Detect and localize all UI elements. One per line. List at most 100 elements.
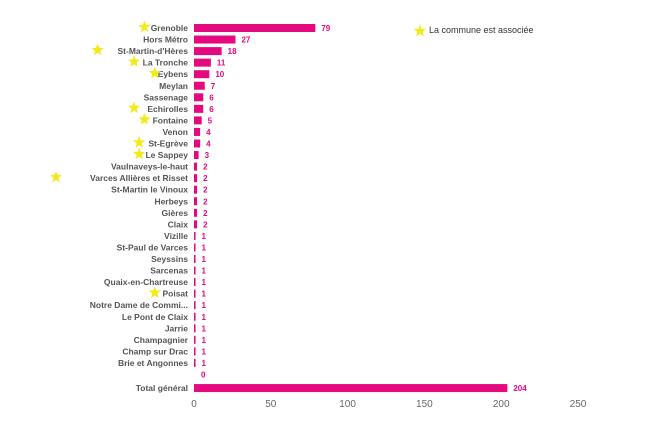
category-label: Seyssins bbox=[151, 254, 188, 264]
category-label: Jarrie bbox=[165, 323, 188, 333]
bar-row: Jarrie 1 bbox=[165, 323, 207, 333]
star-icon bbox=[148, 286, 161, 298]
bar-row: Grenoble 79 bbox=[138, 20, 331, 33]
value-label: 1 bbox=[202, 359, 207, 368]
category-label: St-Paul de Varces bbox=[117, 242, 189, 252]
category-label: Champ sur Drac bbox=[122, 346, 188, 356]
category-label: Vizille bbox=[164, 231, 188, 241]
bar-row: Venon 4 bbox=[162, 127, 211, 137]
star-icon bbox=[138, 112, 151, 125]
value-label: 1 bbox=[202, 336, 207, 345]
bar bbox=[194, 151, 199, 160]
bar bbox=[194, 139, 201, 148]
bar-row: La Tronche 11 bbox=[127, 55, 226, 68]
category-label: Eybens bbox=[158, 69, 189, 79]
bar bbox=[194, 81, 205, 90]
category-label: Le Pont de Claix bbox=[122, 312, 188, 322]
bar-row: Champ sur Drac 1 bbox=[122, 346, 206, 356]
bar-row: Meylan 7 bbox=[159, 81, 216, 91]
legend-label: La commune est associée bbox=[429, 25, 534, 35]
bar bbox=[194, 208, 198, 217]
category-label: St-Egrève bbox=[148, 139, 188, 149]
value-label: 0 bbox=[201, 371, 206, 380]
value-label: 7 bbox=[211, 82, 216, 91]
bar bbox=[194, 278, 196, 287]
bar-row: 0 bbox=[201, 371, 206, 380]
bar bbox=[194, 24, 316, 32]
value-label: 1 bbox=[202, 267, 207, 276]
value-label: 1 bbox=[202, 290, 207, 299]
bar bbox=[194, 174, 198, 183]
value-label: 1 bbox=[202, 278, 207, 287]
bar bbox=[194, 197, 198, 206]
category-label: Quaix-en-Chartreuse bbox=[104, 277, 188, 287]
category-label: Venon bbox=[162, 127, 188, 137]
x-tick-label: 200 bbox=[493, 399, 510, 410]
x-tick-label: 0 bbox=[191, 399, 197, 410]
value-label: 1 bbox=[202, 347, 207, 356]
value-label: 5 bbox=[208, 116, 213, 125]
value-label: 4 bbox=[206, 128, 211, 137]
bar bbox=[194, 185, 198, 194]
value-label: 4 bbox=[206, 140, 211, 149]
bar-row: St-Egrève 4 bbox=[133, 136, 211, 149]
value-label: 6 bbox=[209, 93, 214, 102]
value-label: 10 bbox=[215, 70, 224, 79]
star-icon bbox=[133, 147, 146, 160]
value-label: 3 bbox=[205, 151, 210, 160]
bar bbox=[194, 47, 222, 56]
bar bbox=[194, 58, 211, 67]
category-label: St-Martin le Vinoux bbox=[111, 185, 188, 195]
value-label: 204 bbox=[513, 384, 527, 393]
legend: La commune est associée bbox=[413, 24, 534, 37]
category-label: Notre Dame de Commi... bbox=[90, 300, 188, 310]
x-tick-label: 50 bbox=[265, 399, 277, 410]
star-icon bbox=[127, 101, 141, 114]
x-tick-label: 250 bbox=[570, 399, 587, 410]
category-label: Champagnier bbox=[134, 335, 189, 345]
bar bbox=[194, 243, 196, 252]
bar bbox=[194, 347, 196, 356]
bar-row: Varces Allières et Risset 2 bbox=[49, 170, 208, 183]
bar-row: Fontaine 5 bbox=[138, 112, 213, 125]
category-label: Grenoble bbox=[151, 23, 189, 33]
bar-row: Total général 204 bbox=[136, 383, 528, 393]
bar bbox=[194, 358, 196, 367]
value-label: 2 bbox=[203, 220, 208, 229]
bar-row: St-Paul de Varces 1 bbox=[117, 242, 207, 252]
bar-row: Champagnier 1 bbox=[134, 335, 207, 345]
star-icon bbox=[127, 55, 141, 67]
bar bbox=[194, 255, 196, 263]
value-label: 2 bbox=[203, 174, 208, 183]
bar bbox=[194, 301, 196, 310]
value-label: 11 bbox=[217, 59, 226, 68]
bar bbox=[194, 312, 196, 321]
category-label: Claix bbox=[168, 219, 189, 229]
category-label: Le Sappey bbox=[145, 150, 188, 160]
category-label: Herbeys bbox=[154, 196, 188, 206]
star-icon bbox=[91, 43, 104, 56]
bar-row: Vizille 1 bbox=[164, 231, 206, 241]
category-label: Sarcenas bbox=[150, 266, 188, 276]
bar bbox=[194, 116, 202, 125]
value-label: 2 bbox=[203, 186, 208, 195]
category-label: Poisat bbox=[162, 289, 188, 299]
category-label: Varces Allières et Risset bbox=[90, 173, 188, 183]
bar-row: Sassenage 6 bbox=[144, 92, 215, 102]
value-label: 2 bbox=[203, 197, 208, 206]
category-label: Gières bbox=[162, 208, 189, 218]
star-icon bbox=[133, 136, 146, 148]
bar-row: Le Sappey 3 bbox=[133, 147, 210, 160]
category-label: Fontaine bbox=[153, 115, 189, 125]
bar-row: Seyssins 1 bbox=[151, 254, 206, 264]
category-label: Sassenage bbox=[144, 92, 189, 102]
bar-row: Claix 2 bbox=[168, 219, 208, 229]
category-label: Meylan bbox=[159, 81, 188, 91]
bar-row: Notre Dame de Commi... 1 bbox=[90, 300, 207, 310]
bar-row: Poisat 1 bbox=[148, 286, 207, 299]
bar bbox=[194, 127, 201, 136]
star-icon bbox=[413, 24, 427, 37]
star-icon bbox=[148, 66, 161, 79]
